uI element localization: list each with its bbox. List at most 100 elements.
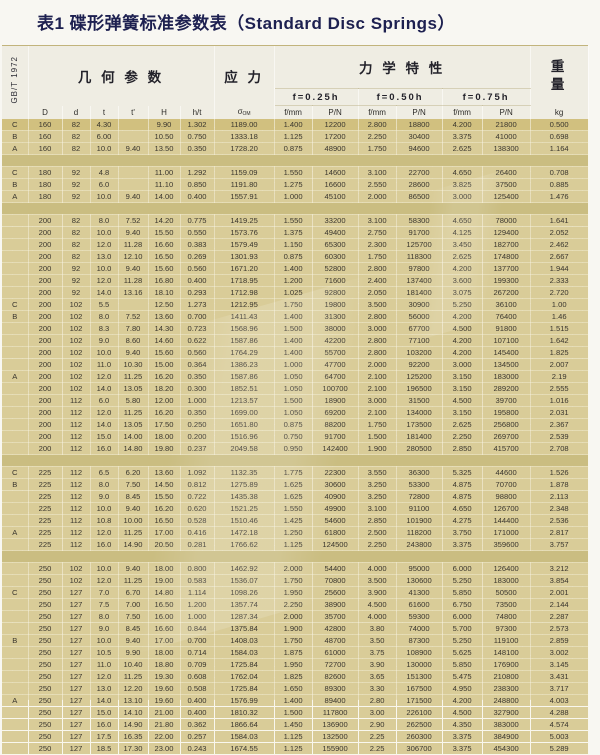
column-header-pn: P/N xyxy=(312,105,359,119)
cell: 100700 xyxy=(312,382,359,395)
cell: 0.560 xyxy=(180,346,215,359)
cell: 18.10 xyxy=(148,286,181,299)
cell: 67700 xyxy=(396,322,443,335)
cell: 1.476 xyxy=(530,190,589,203)
cell: 1.000 xyxy=(180,610,215,623)
cell: 200 xyxy=(28,430,63,443)
table-row: 250 127 17.5 16.35 22.00 0.257 1584.03 1.125 132… xyxy=(2,730,589,743)
cell: 108900 xyxy=(396,646,443,659)
cell xyxy=(118,119,149,131)
cell: 16.20 xyxy=(148,406,181,419)
table-row: 200 102 8.3 7.80 14.30 0.723 1568.96 1.500 38000… xyxy=(2,322,589,335)
cell: 1.750 xyxy=(358,418,397,431)
cell: 48900 xyxy=(312,142,359,155)
cell: 18900 xyxy=(312,394,359,407)
cell: 359600 xyxy=(482,538,531,551)
header-weight-bottom: 量 xyxy=(550,76,568,92)
cell: 0.800 xyxy=(180,562,215,575)
table-row: C 180 92 4.8 11.00 1.292 1159.09 1.550 14600 3.10… xyxy=(2,166,589,179)
cell: 0.508 xyxy=(180,682,215,695)
cell: 10.40 xyxy=(118,658,149,671)
cell: 8.3 xyxy=(90,322,119,335)
cell: 4.003 xyxy=(530,694,589,707)
cell: 250 xyxy=(28,610,63,623)
cell: 10.0 xyxy=(90,262,119,275)
cell: 2.050 xyxy=(358,286,397,299)
cell: 0.400 xyxy=(180,706,215,719)
cell: 14.00 xyxy=(118,430,149,443)
cell: 2.348 xyxy=(530,502,589,515)
cell: 0.950 xyxy=(274,442,313,455)
cell: 89300 xyxy=(312,682,359,695)
cell: 125400 xyxy=(482,190,531,203)
cell: 3.600 xyxy=(442,274,483,287)
cell: 0.416 xyxy=(180,526,215,539)
cell: 1.750 xyxy=(274,634,313,647)
page-title: 表1 碟形弹簧标准参数表（Standard Disc Springs） xyxy=(37,14,455,33)
standard-label: GB/T 1972 xyxy=(10,56,20,104)
table-row: 250 127 13.0 12.20 19.60 0.508 1725.84 1.650 893… xyxy=(2,682,589,695)
cell: 91700 xyxy=(312,430,359,443)
cell: 14.10 xyxy=(118,706,149,719)
series-label-cell xyxy=(2,226,29,239)
separator-row xyxy=(2,154,589,167)
series-label-cell: B xyxy=(2,130,29,143)
cell: 102 xyxy=(62,562,91,575)
cell: 21.80 xyxy=(148,718,181,731)
table-row: A 160 82 10.0 9.40 13.50 0.350 1728.20 0.875 4890… xyxy=(2,142,589,155)
cell: 4.650 xyxy=(442,502,483,515)
cell: 2.052 xyxy=(530,226,589,239)
cell: 2.100 xyxy=(358,370,397,383)
cell: 2.25 xyxy=(358,730,397,743)
cell: 16.80 xyxy=(148,274,181,287)
cell: 14.0 xyxy=(90,694,119,707)
cell: 102 xyxy=(62,370,91,383)
table-row: C 225 112 6.5 6.20 13.60 1.092 1132.35 1.775 2230… xyxy=(2,466,589,479)
cell: 200 xyxy=(28,418,63,431)
cell: 19.00 xyxy=(148,574,181,587)
cell: 5.475 xyxy=(442,670,483,683)
cell: 183000 xyxy=(482,574,531,587)
cell: 200 xyxy=(28,298,63,311)
cell: 200 xyxy=(28,382,63,395)
cell: 6.70 xyxy=(118,586,149,599)
cell: 2.625 xyxy=(442,250,483,263)
cell: 2.000 xyxy=(358,190,397,203)
cell: 76400 xyxy=(482,310,531,323)
cell: 1.641 xyxy=(530,214,589,227)
cell: 0.620 xyxy=(180,502,215,515)
cell: 3.000 xyxy=(442,190,483,203)
cell: 415700 xyxy=(482,442,531,455)
cell: 12.00 xyxy=(148,394,181,407)
table-row: 250 127 8.0 7.50 16.00 1.000 1287.34 2.000 35700… xyxy=(2,610,589,623)
cell: 31500 xyxy=(396,394,443,407)
cell: 1212.95 xyxy=(214,298,275,311)
cell: 6.20 xyxy=(118,466,149,479)
cell: 65300 xyxy=(312,238,359,251)
cell: 92 xyxy=(62,178,91,191)
cell: 19.60 xyxy=(148,682,181,695)
cell: 8.45 xyxy=(118,622,149,635)
column-header-fmm: f/mm xyxy=(442,105,483,119)
cell: 1472.18 xyxy=(214,526,275,539)
cell: 3.500 xyxy=(358,574,397,587)
parameter-table: GB/T 1972 几 何 参 数 应 力 力 学 特 性 重 量 f=0.25… xyxy=(2,46,589,755)
cell: 5.5 xyxy=(90,298,119,311)
cell: 3.150 xyxy=(442,406,483,419)
series-label-cell: A xyxy=(2,370,29,383)
cell: 306700 xyxy=(396,742,443,755)
cell: 92200 xyxy=(396,358,443,371)
cell: 127 xyxy=(62,598,91,611)
cell: 384900 xyxy=(482,730,531,743)
cell: 1333.18 xyxy=(214,130,275,143)
cell: 87300 xyxy=(396,634,443,647)
cell: 1584.03 xyxy=(214,646,275,659)
cell: 1.450 xyxy=(274,718,313,731)
cell: 0.885 xyxy=(530,178,589,191)
table-row: 225 112 10.8 10.00 16.50 0.528 1510.46 1.425 546… xyxy=(2,514,589,527)
cell: 91100 xyxy=(396,502,443,515)
cell: 0.775 xyxy=(180,214,215,227)
cell: 74800 xyxy=(482,610,531,623)
cell: 15.0 xyxy=(90,430,119,443)
cell: 130600 xyxy=(396,574,443,587)
